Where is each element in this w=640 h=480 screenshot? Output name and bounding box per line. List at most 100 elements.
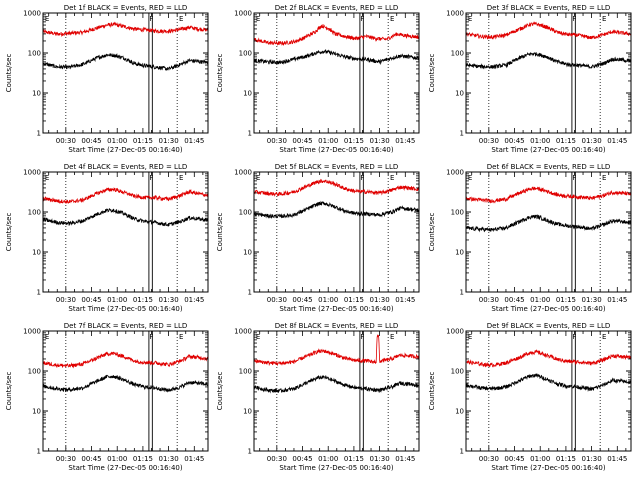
x-tick-label: 01:30	[370, 296, 390, 304]
y-tick-label: 100	[239, 50, 252, 58]
marker-label-e: E	[256, 333, 260, 341]
y-tick-label: 10	[455, 249, 464, 257]
series-events-black	[253, 49, 420, 66]
x-tick-label: 01:15	[133, 455, 153, 463]
x-axis-label: Start Time (27-Dec-05 00:16:40)	[68, 146, 182, 154]
series-lld-red	[465, 186, 632, 204]
marker-label-e: E	[468, 333, 472, 341]
y-tick-label: 1000	[446, 169, 464, 177]
panel-title: Det 5f BLACK = Events, RED = LLD	[275, 163, 398, 171]
marker-label-f: F	[149, 333, 153, 341]
y-axis-label: Counts/sec	[428, 54, 436, 93]
marker-label-e: E	[256, 174, 260, 182]
panel-title: Det 3f BLACK = Events, RED = LLD	[487, 4, 610, 12]
y-tick-label: 10	[243, 408, 252, 416]
marker-label-e: E	[468, 174, 472, 182]
x-tick-label: 00:30	[267, 137, 287, 145]
x-tick-label: 01:00	[318, 296, 338, 304]
y-tick-label: 1	[460, 448, 464, 456]
series-lld-red	[253, 334, 420, 367]
x-tick-label: 00:30	[267, 296, 287, 304]
y-tick-label: 100	[28, 209, 41, 217]
x-tick-label: 00:45	[292, 296, 312, 304]
y-tick-label: 10	[455, 408, 464, 416]
panel-title: Det 1f BLACK = Events, RED = LLD	[64, 4, 187, 12]
x-tick-label: 01:30	[582, 455, 602, 463]
x-tick-label: 00:45	[81, 137, 101, 145]
x-tick-label: 01:30	[370, 455, 390, 463]
y-tick-label: 1	[460, 289, 464, 297]
y-tick-label: 10	[32, 408, 41, 416]
x-tick-label: 01:00	[530, 455, 550, 463]
x-tick-label: 01:00	[530, 137, 550, 145]
panel-title: Det 2f BLACK = Events, RED = LLD	[275, 4, 398, 12]
x-tick-label: 01:15	[344, 296, 364, 304]
x-tick-label: 01:00	[530, 296, 550, 304]
y-tick-label: 1	[460, 130, 464, 138]
y-axis-label: Counts/sec	[428, 213, 436, 252]
y-tick-label: 100	[239, 209, 252, 217]
x-tick-label: 01:30	[159, 296, 179, 304]
series-lld-red	[253, 24, 420, 46]
series-lld-red	[42, 187, 209, 204]
marker-label-e: E	[468, 15, 472, 23]
x-tick-label: 01:45	[395, 137, 415, 145]
y-tick-label: 1000	[23, 10, 41, 18]
x-tick-label: 01:15	[556, 296, 576, 304]
y-tick-label: 1000	[446, 328, 464, 336]
y-tick-label: 1	[248, 130, 252, 138]
marker-label-e: E	[390, 174, 394, 182]
plot-frame	[253, 12, 420, 134]
y-axis-label: Counts/sec	[216, 213, 224, 252]
marker-label-e: E	[45, 174, 49, 182]
y-axis-label: Counts/sec	[428, 372, 436, 411]
series-events-black	[42, 53, 209, 71]
panel-title: Det 4f BLACK = Events, RED = LLD	[64, 163, 187, 171]
panel-title: Det 8f BLACK = Events, RED = LLD	[275, 322, 398, 330]
marker-label-e: E	[390, 333, 394, 341]
x-axis-label: Start Time (27-Dec-05 00:16:40)	[68, 305, 182, 313]
x-axis-label: Start Time (27-Dec-05 00:16:40)	[491, 146, 605, 154]
panel-det-3f: Det 3f BLACK = Events, RED = LLD Counts/s…	[428, 4, 632, 154]
y-tick-label: 100	[451, 50, 464, 58]
y-tick-label: 10	[455, 90, 464, 98]
x-tick-label: 01:30	[159, 137, 179, 145]
x-tick-label: 01:45	[607, 137, 627, 145]
y-tick-label: 1	[37, 289, 41, 297]
x-tick-label: 00:45	[504, 455, 524, 463]
panel-det-1f: Det 1f BLACK = Events, RED = LLD Counts/s…	[5, 4, 209, 154]
marker-label-f: F	[360, 15, 364, 23]
marker-label-f: F	[149, 174, 153, 182]
y-axis-label: Counts/sec	[5, 213, 13, 252]
x-tick-label: 01:30	[370, 137, 390, 145]
marker-label-e: E	[179, 15, 183, 23]
x-tick-label: 00:45	[292, 455, 312, 463]
x-tick-label: 01:45	[395, 296, 415, 304]
y-tick-label: 10	[243, 90, 252, 98]
marker-label-e: E	[179, 174, 183, 182]
x-tick-label: 00:30	[56, 137, 76, 145]
y-tick-label: 1000	[234, 169, 252, 177]
y-tick-label: 100	[28, 50, 41, 58]
x-tick-label: 00:30	[56, 455, 76, 463]
panel-det-2f: Det 2f BLACK = Events, RED = LLD Counts/s…	[216, 4, 420, 154]
x-tick-label: 01:45	[184, 296, 204, 304]
series-events-black	[42, 208, 209, 227]
panel-title: Det 7f BLACK = Events, RED = LLD	[64, 322, 187, 330]
x-tick-label: 01:45	[184, 137, 204, 145]
x-tick-label: 00:45	[504, 137, 524, 145]
marker-label-f: F	[572, 15, 576, 23]
y-tick-label: 100	[451, 368, 464, 376]
x-tick-label: 01:00	[107, 296, 127, 304]
x-tick-label: 00:45	[81, 296, 101, 304]
x-tick-label: 01:15	[556, 137, 576, 145]
y-tick-label: 1000	[234, 328, 252, 336]
y-tick-label: 1	[248, 289, 252, 297]
y-tick-label: 1000	[446, 10, 464, 18]
x-tick-label: 00:30	[479, 296, 499, 304]
marker-label-f: F	[572, 174, 576, 182]
y-tick-label: 1	[248, 448, 252, 456]
y-axis-label: Counts/sec	[5, 54, 13, 93]
x-axis-label: Start Time (27-Dec-05 00:16:40)	[491, 464, 605, 472]
